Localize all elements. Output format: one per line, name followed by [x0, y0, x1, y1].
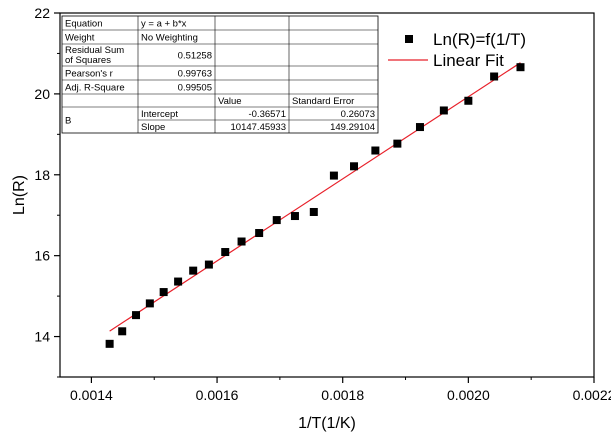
y-axis-title: Ln(R): [11, 175, 28, 215]
stats-cell: Pearson's r: [65, 69, 113, 80]
stats-cell: Intercept: [141, 109, 178, 120]
data-point: [290, 212, 299, 221]
data-point: [464, 96, 473, 105]
y-tick-label: 14: [34, 329, 50, 345]
stats-cell: No Weighting: [141, 33, 198, 44]
data-point: [118, 327, 127, 336]
data-point: [439, 106, 448, 115]
x-tick-label: 0.0022: [573, 387, 611, 403]
data-point: [490, 72, 499, 81]
legend-label: Linear Fit: [433, 51, 504, 70]
x-tick-label: 0.0018: [321, 387, 364, 403]
data-point: [415, 123, 424, 132]
data-point: [204, 260, 213, 269]
plot-frame: [59, 12, 595, 378]
data-point: [272, 216, 281, 225]
stats-cell: y = a + b*x: [141, 19, 187, 30]
stats-table-frame: [61, 15, 379, 134]
stats-cell: Adj. R-Square: [65, 83, 125, 94]
x-tick-label: 0.0016: [196, 387, 239, 403]
legend-label: Ln(R)=f(1/T): [433, 30, 526, 49]
stats-cell: Equation: [65, 19, 103, 30]
stats-cell: Residual Sum of Squares: [65, 45, 124, 66]
data-point: [309, 207, 318, 216]
stats-cell: Standard Error: [292, 96, 354, 107]
fit-line: [109, 62, 521, 332]
data-point: [393, 139, 402, 148]
stats-cell: 0.99763: [178, 69, 212, 80]
axes: 0.0014 0.0016 0.0018 0.0020 0.0022 14 16 18 20 22: [34, 5, 611, 403]
stats-cell: 0.51258: [178, 51, 212, 62]
stats-cell: B: [65, 116, 71, 127]
data-point: [255, 229, 264, 238]
stats-cell: 10147.45933: [231, 122, 286, 133]
legend-marker-square: [405, 35, 413, 43]
stats-cell: Slope: [141, 122, 165, 133]
data-point: [189, 266, 198, 275]
stats-cell: 0.99505: [178, 83, 212, 94]
stats-cell: Weight: [65, 33, 95, 44]
y-tick-label: 20: [34, 86, 50, 102]
x-tick-label: 0.0014: [70, 387, 113, 403]
data-point: [237, 237, 246, 246]
stats-cell: 0.26073: [341, 109, 375, 120]
data-point: [350, 162, 359, 171]
y-tick-label: 22: [34, 5, 50, 21]
stats-cell: Value: [218, 96, 242, 107]
data-point: [371, 146, 380, 155]
data-point: [132, 311, 141, 320]
y-tick-label: 16: [34, 248, 50, 264]
data-point: [174, 277, 183, 286]
data-point: [329, 171, 338, 180]
stats-cell: -0.36571: [248, 109, 286, 120]
stats-cell: 149.29104: [330, 122, 375, 133]
stats-table: Equation y = a + b*x Weight No Weighting Res…: [61, 15, 379, 134]
data-point: [221, 248, 230, 257]
data-point: [145, 299, 154, 308]
data-point: [105, 339, 114, 348]
x-tick-label: 0.0020: [447, 387, 490, 403]
y-tick-label: 18: [34, 167, 50, 183]
x-axis-title: 1/T(1/K): [298, 415, 356, 432]
data-point: [516, 63, 525, 72]
plot-marks: [105, 62, 525, 348]
data-point: [159, 288, 168, 297]
legend: Ln(R)=f(1/T) Linear Fit: [388, 30, 526, 70]
